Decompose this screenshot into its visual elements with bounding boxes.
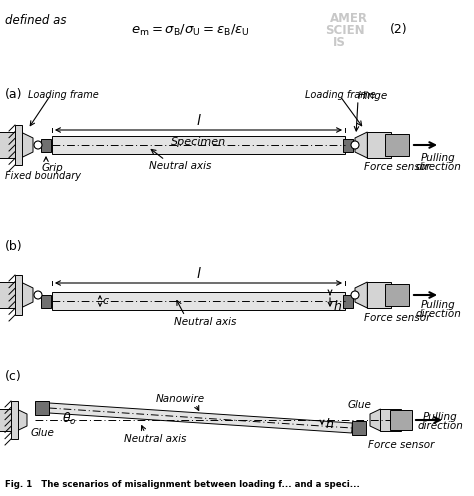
Text: $h$: $h$ <box>333 299 342 313</box>
Text: Specimen: Specimen <box>171 137 226 147</box>
Text: direction: direction <box>415 162 461 172</box>
Text: $e_\mathrm{m} = \sigma_\mathrm{B}/\sigma_\mathrm{U} = \varepsilon_\mathrm{B}/\va: $e_\mathrm{m} = \sigma_\mathrm{B}/\sigma… <box>131 22 249 38</box>
Text: SCIEN: SCIEN <box>325 24 365 37</box>
Text: Fig. 1   The scenarios of misalignment between loading f... and a speci...: Fig. 1 The scenarios of misalignment bet… <box>5 480 360 489</box>
Text: Force sensor: Force sensor <box>364 313 430 323</box>
Bar <box>343 295 353 308</box>
Text: Pulling: Pulling <box>420 153 456 163</box>
Bar <box>367 132 392 158</box>
Text: Grip: Grip <box>41 163 63 173</box>
Text: $h$: $h$ <box>325 417 334 431</box>
Text: Glue: Glue <box>347 400 371 410</box>
Text: (2): (2) <box>390 23 408 37</box>
Polygon shape <box>370 409 381 431</box>
Text: Neutral axis: Neutral axis <box>149 161 211 171</box>
Bar <box>15 275 22 315</box>
Bar <box>35 401 49 415</box>
Text: direction: direction <box>417 421 463 431</box>
Bar <box>52 136 345 154</box>
Bar <box>390 410 412 430</box>
Bar <box>352 421 366 435</box>
Text: $\theta_o$: $\theta_o$ <box>62 411 77 427</box>
Text: Fixed boundary: Fixed boundary <box>5 171 81 181</box>
Text: (a): (a) <box>5 88 22 101</box>
Text: $l$: $l$ <box>196 266 201 281</box>
Text: direction: direction <box>415 309 461 319</box>
Bar <box>11 401 18 439</box>
Text: defined as: defined as <box>5 14 66 27</box>
Circle shape <box>351 141 359 149</box>
Polygon shape <box>355 132 367 158</box>
Bar <box>41 138 51 151</box>
Text: AMER: AMER <box>330 12 368 25</box>
Text: Neutral axis: Neutral axis <box>124 434 186 444</box>
Bar <box>52 292 345 310</box>
Text: Hinge: Hinge <box>358 91 388 101</box>
Text: Force sensor: Force sensor <box>364 162 430 172</box>
Bar <box>343 138 353 151</box>
Polygon shape <box>21 132 33 158</box>
Bar <box>41 295 51 308</box>
Text: Nanowire: Nanowire <box>156 394 205 404</box>
Text: (b): (b) <box>5 240 23 253</box>
Text: Loading frame: Loading frame <box>305 90 376 100</box>
Polygon shape <box>49 403 352 433</box>
Text: Force sensor: Force sensor <box>368 440 434 450</box>
Bar <box>15 125 22 165</box>
Text: $l$: $l$ <box>196 113 201 128</box>
Circle shape <box>34 141 42 149</box>
Bar <box>0 409 17 431</box>
Bar <box>367 282 392 308</box>
Polygon shape <box>17 409 27 431</box>
Bar <box>0 132 21 158</box>
Text: Neutral axis: Neutral axis <box>174 317 236 327</box>
Circle shape <box>351 291 359 299</box>
Text: IS: IS <box>333 36 346 49</box>
Bar <box>0 282 21 308</box>
Text: (c): (c) <box>5 370 22 383</box>
Polygon shape <box>21 282 33 308</box>
Bar <box>385 134 409 156</box>
Bar <box>381 409 401 431</box>
Text: $c$: $c$ <box>102 296 110 306</box>
Polygon shape <box>355 282 367 308</box>
Text: Pulling: Pulling <box>423 412 457 422</box>
Bar <box>385 284 409 306</box>
Circle shape <box>34 291 42 299</box>
Text: Pulling: Pulling <box>420 300 456 310</box>
Text: Glue: Glue <box>30 428 54 438</box>
Text: Loading frame: Loading frame <box>28 90 99 100</box>
